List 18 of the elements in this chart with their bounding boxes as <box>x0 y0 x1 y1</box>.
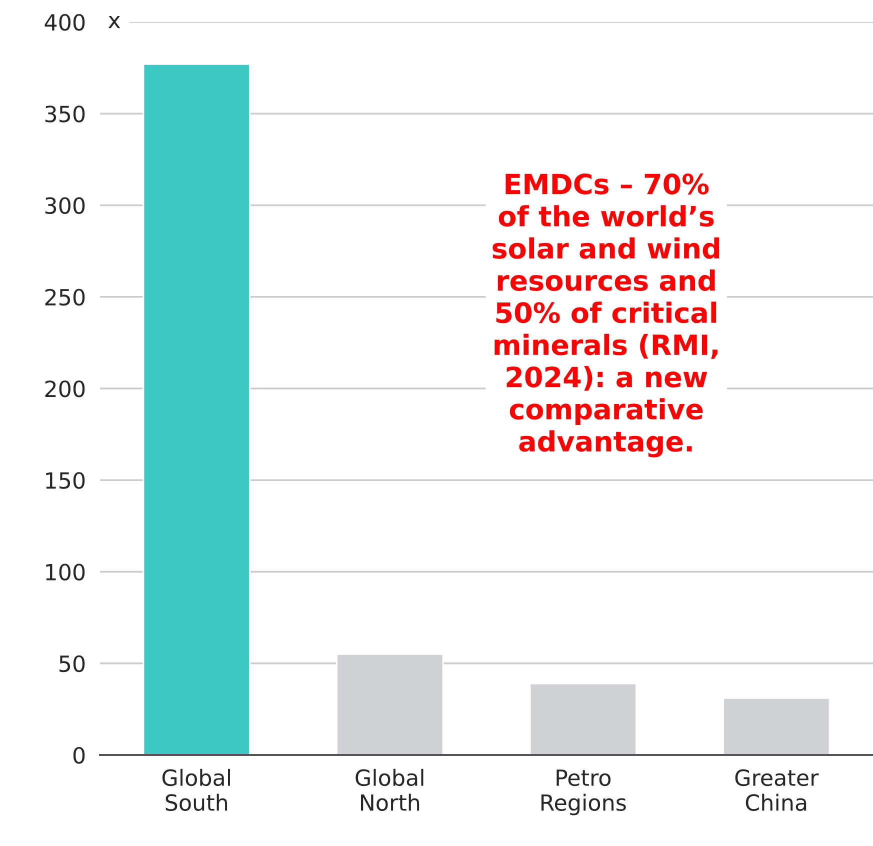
x-tick-label: Petro Regions <box>541 770 626 816</box>
x-tick-label: Global South <box>162 768 230 811</box>
y-tick-label: 100 <box>46 564 85 581</box>
y-tick-label: 250 <box>45 288 85 306</box>
y-tick-label: 350 <box>45 106 85 122</box>
y-tick-label: 300 <box>45 197 85 214</box>
y-tick-label: 200 <box>45 380 85 398</box>
bar <box>142 63 250 755</box>
y-axis-title: x <box>108 16 120 28</box>
text: EMDCs – 70% of the world’s solar and wind resources and 50% of critical minerals (RMI, 2024): a new comparative advantage. <box>492 174 720 458</box>
bar <box>529 682 637 755</box>
y-tick-label: 400 <box>44 14 85 31</box>
x-tick-label: Greater China <box>735 769 819 811</box>
bar <box>722 698 830 755</box>
y-tick-label: 150 <box>46 472 85 489</box>
y-tick-label: 0 <box>73 746 85 764</box>
y-tick-label: 50 <box>60 655 85 672</box>
x-tick-label: Global North <box>356 768 424 811</box>
